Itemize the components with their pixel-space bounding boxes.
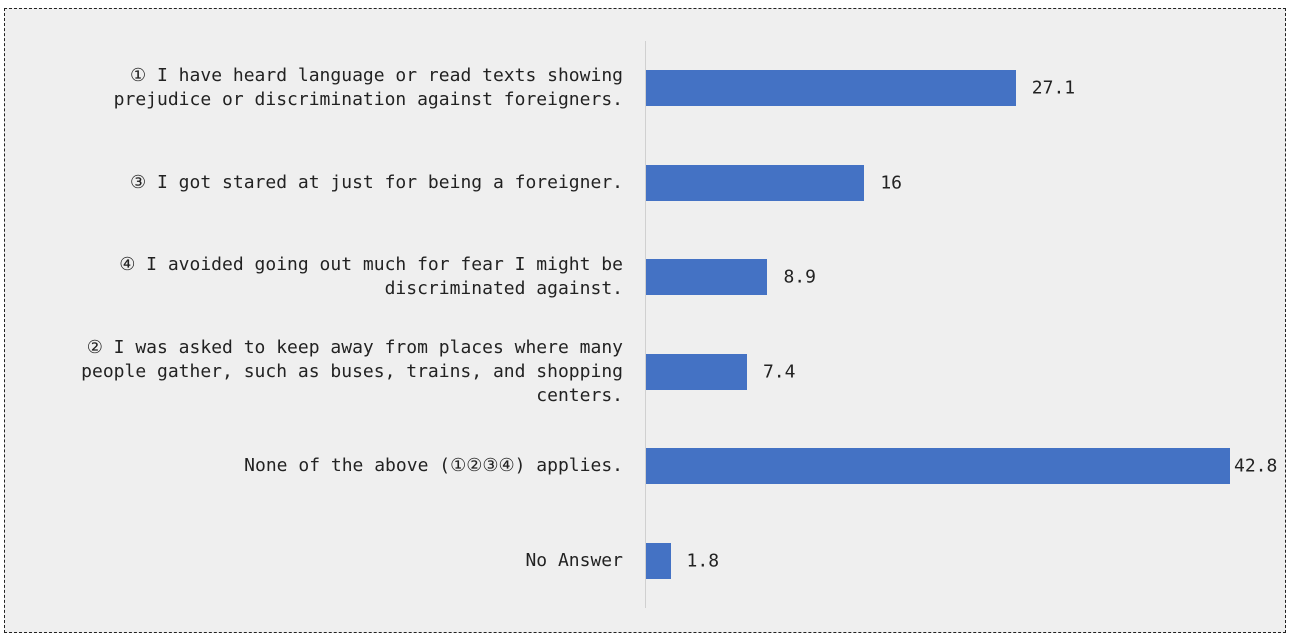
category-label: ② I was asked to keep away from places w… [81, 336, 623, 406]
bar [646, 542, 671, 579]
chart: ① I have heard language or read texts sh… [4, 8, 1286, 633]
value-label: 27.1 [1031, 77, 1076, 99]
category-label: None of the above (①②③④) applies. [244, 455, 623, 477]
bar [646, 353, 747, 390]
category-label: No Answer [525, 549, 623, 571]
bar [646, 259, 768, 296]
value-label: 7.4 [762, 361, 796, 383]
value-label: 8.9 [783, 266, 816, 288]
value-label: 16 [880, 172, 902, 194]
bar [646, 448, 1230, 485]
bar [646, 164, 865, 201]
category-label: ④ I avoided going out much for fear I mi… [119, 254, 623, 300]
category-label: ① I have heard language or read texts sh… [113, 65, 623, 111]
category-label: ③ I got stared at just for being a forei… [130, 171, 623, 193]
category-axis [645, 41, 646, 608]
bar [646, 70, 1016, 107]
value-label: 42.8 [1234, 455, 1278, 477]
value-label: 1.8 [686, 550, 720, 572]
